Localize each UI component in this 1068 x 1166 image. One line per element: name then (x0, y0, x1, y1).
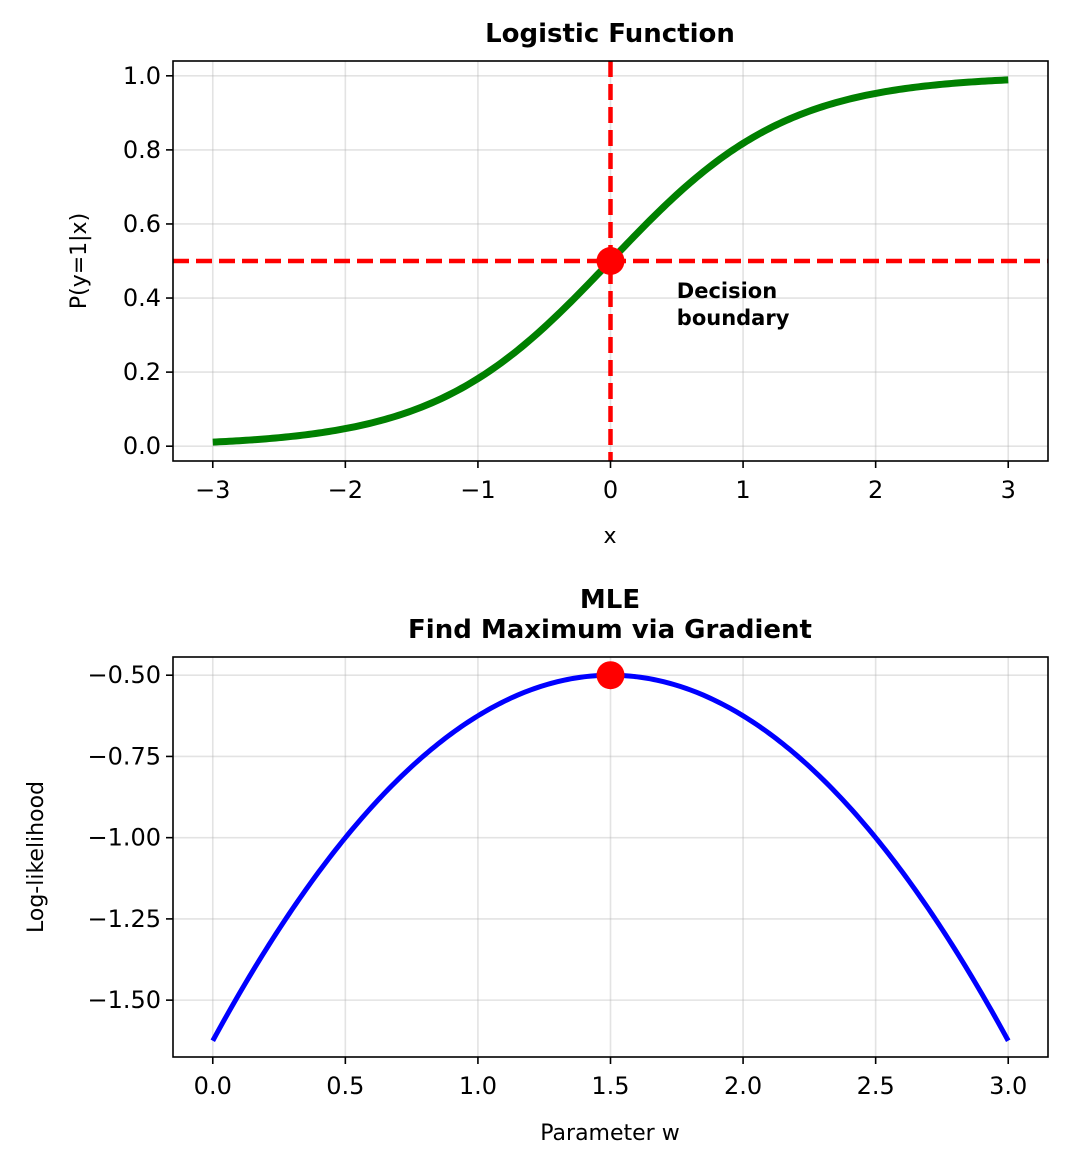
x-tick-label: 2.5 (857, 1072, 895, 1100)
x-tick-label: −1 (460, 476, 495, 504)
chart-title-line-1: MLE (580, 585, 640, 615)
x-tick-label: 2.0 (724, 1072, 762, 1100)
y-tick-label: 0.0 (123, 432, 161, 460)
x-tick-label: 0.5 (326, 1072, 364, 1100)
x-tick-label: 0 (603, 476, 618, 504)
y-tick-label: 0.4 (123, 284, 161, 312)
y-tick-label: 0.6 (123, 210, 161, 238)
annotation-text: Decision (677, 279, 777, 303)
y-tick-label: 0.8 (123, 136, 161, 164)
y-tick-label: 0.2 (123, 358, 161, 386)
x-tick-label: 3 (1001, 476, 1016, 504)
y-tick-label: −1.00 (87, 824, 161, 852)
optimum-marker (596, 661, 625, 690)
mle-panel: MLE Find Maximum via Gradient Parameter … (24, 585, 1049, 1146)
annotation-text: boundary (677, 306, 790, 330)
optimum-marker (596, 247, 625, 275)
x-tick-label: 3.0 (989, 1072, 1027, 1100)
y-tick-label: −0.75 (87, 742, 161, 770)
x-tick-label: 0.0 (194, 1072, 232, 1100)
y-tick-label: 1.0 (123, 62, 161, 90)
x-axis-label: x (603, 524, 616, 549)
chart-title: Logistic Function (485, 19, 735, 49)
logistic-panel: Logistic Function x P(y=1|x) −3 −2 −1 0 1 2 3 0… (67, 19, 1049, 549)
y-tick-label: −0.50 (87, 661, 161, 689)
x-tick-label: 1 (735, 476, 750, 504)
axes-frame (172, 656, 1049, 1058)
x-tick-label: −2 (328, 476, 363, 504)
axes-frame (172, 60, 1049, 462)
y-tick-label: −1.25 (87, 905, 161, 933)
y-tick-label: −1.50 (87, 986, 161, 1014)
y-axis-label: Log-likelihood (24, 781, 49, 933)
x-tick-label: 1.0 (459, 1072, 497, 1100)
x-tick-label: −3 (195, 476, 230, 504)
x-tick-label: 1.5 (591, 1072, 629, 1100)
chart-title-line-2: Find Maximum via Gradient (408, 615, 812, 645)
x-tick-label: 2 (868, 476, 883, 504)
x-axis-label: Parameter w (540, 1121, 679, 1146)
y-axis-label: P(y=1|x) (67, 213, 92, 309)
